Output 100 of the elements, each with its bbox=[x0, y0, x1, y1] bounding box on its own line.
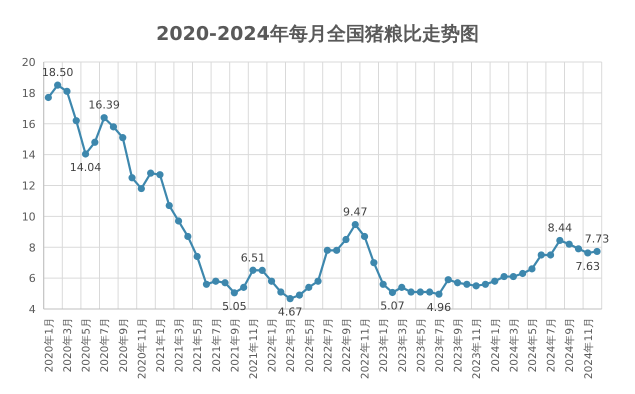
point bbox=[574, 245, 582, 252]
point bbox=[212, 278, 220, 285]
point bbox=[147, 170, 154, 177]
point bbox=[110, 123, 118, 130]
x-tick-label: 2024年3月 bbox=[508, 317, 520, 372]
y-tick-label: 10 bbox=[22, 210, 36, 224]
data-label: 4.96 bbox=[426, 301, 452, 314]
point bbox=[556, 236, 564, 244]
point bbox=[249, 266, 257, 274]
point bbox=[258, 266, 266, 274]
point bbox=[202, 280, 210, 288]
point bbox=[566, 240, 573, 248]
point bbox=[380, 280, 387, 288]
point bbox=[398, 284, 406, 291]
x-tick-label: 2020年5月 bbox=[80, 317, 93, 372]
x-tick-label: 2022年7月 bbox=[322, 317, 334, 372]
data-label: 8.44 bbox=[548, 221, 572, 234]
point bbox=[268, 278, 276, 285]
point bbox=[184, 232, 192, 240]
x-tick-label: 2024年5月 bbox=[526, 317, 539, 372]
point bbox=[360, 232, 368, 240]
y-tick-label: 6 bbox=[28, 272, 36, 286]
point bbox=[435, 290, 443, 298]
x-tick-label: 2021年11月 bbox=[248, 317, 260, 380]
x-tick-label: 2022年3月 bbox=[285, 317, 298, 372]
point bbox=[584, 249, 592, 257]
point bbox=[482, 280, 490, 288]
point bbox=[407, 288, 415, 296]
point bbox=[388, 288, 396, 296]
x-tick-label: 2023年3月 bbox=[396, 317, 409, 372]
point bbox=[91, 138, 98, 146]
point bbox=[528, 265, 536, 272]
point bbox=[510, 272, 517, 280]
point bbox=[63, 88, 71, 95]
data-label: 5.05 bbox=[222, 300, 247, 313]
x-tick-label: 2022年11月 bbox=[360, 317, 372, 380]
point bbox=[333, 246, 340, 254]
data-label: 7.63 bbox=[576, 260, 600, 273]
y-tick-label: 8 bbox=[28, 241, 36, 254]
x-tick-label: 2021年5月 bbox=[192, 317, 204, 372]
x-tick-label: 2020年7月 bbox=[99, 317, 112, 372]
point bbox=[370, 259, 378, 266]
point bbox=[54, 82, 62, 89]
x-tick-label: 2024年9月 bbox=[564, 317, 576, 372]
point bbox=[230, 289, 238, 296]
point bbox=[138, 184, 145, 192]
point bbox=[314, 278, 322, 285]
point bbox=[100, 114, 108, 122]
x-tick-label: 2022年1月 bbox=[266, 317, 279, 372]
point bbox=[156, 171, 164, 178]
point bbox=[221, 279, 229, 286]
point bbox=[324, 246, 331, 254]
x-tick-label: 2022年9月 bbox=[340, 317, 353, 372]
x-tick-label: 2020年3月 bbox=[62, 317, 74, 372]
point bbox=[194, 252, 201, 260]
x-tick-label: 2023年7月 bbox=[434, 317, 446, 372]
point bbox=[454, 279, 462, 286]
data-label: 7.73 bbox=[584, 232, 610, 246]
point bbox=[342, 236, 350, 244]
x-tick-label: 2020年9月 bbox=[118, 317, 130, 372]
point bbox=[240, 284, 248, 291]
point bbox=[82, 150, 90, 158]
chart-title: 2020-2024年每月全国猪粮比走势图 bbox=[156, 23, 479, 45]
x-tick-label: 2024年1月 bbox=[490, 317, 502, 372]
x-tick-label: 2021年1月 bbox=[154, 317, 167, 372]
x-tick-label: 2023年9月 bbox=[452, 317, 465, 372]
point bbox=[426, 288, 434, 296]
data-label: 14.04 bbox=[70, 161, 102, 174]
point bbox=[538, 251, 545, 259]
data-label: 5.07 bbox=[380, 299, 405, 312]
x-tick-label: 2024年7月 bbox=[546, 317, 558, 372]
point bbox=[491, 278, 498, 285]
y-tick-label: 4 bbox=[28, 303, 36, 316]
data-label: 16.39 bbox=[88, 98, 120, 112]
point bbox=[500, 272, 508, 280]
data-label: 4.67 bbox=[278, 306, 302, 319]
point bbox=[352, 220, 359, 228]
point bbox=[166, 202, 173, 210]
point bbox=[174, 217, 182, 225]
point bbox=[277, 288, 284, 296]
x-tick-label: 2023年5月 bbox=[415, 317, 428, 372]
point bbox=[472, 282, 480, 290]
y-tick-label: 12 bbox=[22, 180, 36, 192]
x-tick-label: 2021年9月 bbox=[229, 317, 242, 372]
point bbox=[305, 284, 312, 291]
y-tick-label: 14 bbox=[22, 148, 36, 162]
x-tick-label: 2023年11月 bbox=[471, 317, 484, 380]
point bbox=[72, 117, 80, 124]
x-tick-label: 2024年11月 bbox=[582, 317, 595, 380]
point bbox=[128, 174, 136, 182]
data-label: 18.50 bbox=[42, 66, 74, 80]
point bbox=[519, 270, 526, 278]
x-tick-label: 2023年1月 bbox=[378, 317, 390, 372]
point bbox=[416, 288, 424, 296]
point bbox=[444, 276, 452, 284]
point bbox=[593, 248, 601, 256]
point bbox=[463, 280, 470, 288]
point bbox=[119, 134, 126, 142]
y-tick-label: 18 bbox=[22, 86, 36, 100]
point bbox=[296, 292, 304, 299]
